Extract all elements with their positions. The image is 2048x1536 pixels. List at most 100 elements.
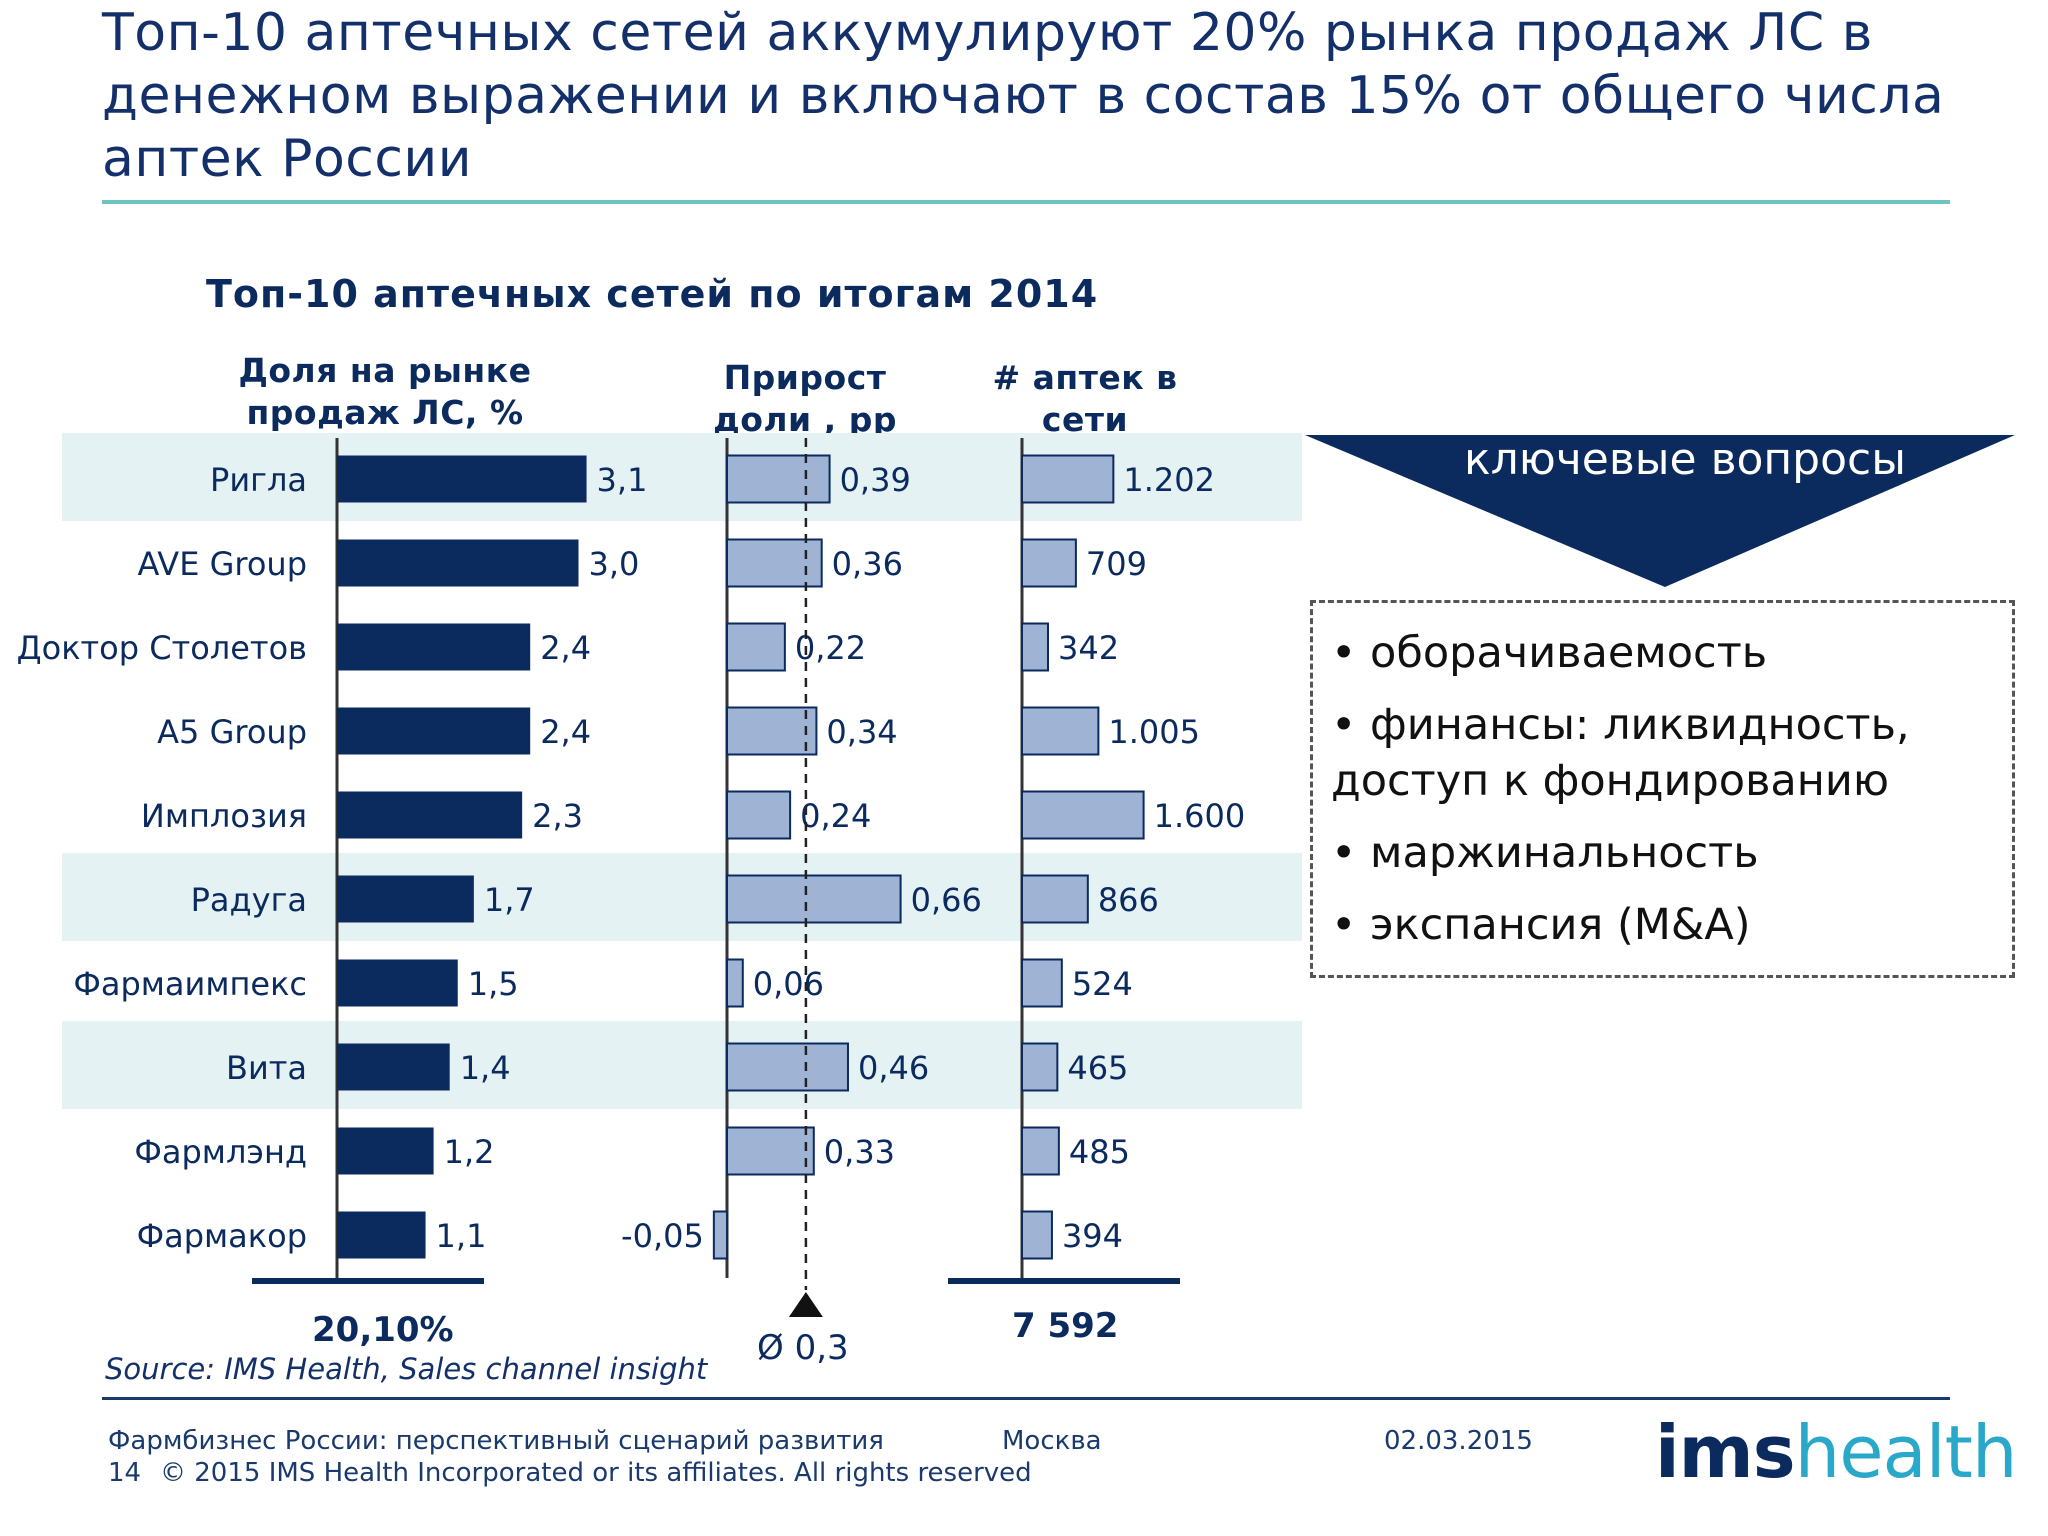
count-bar [1021,874,1089,924]
growth-bar [726,622,786,672]
column-header-growth: Прирост доли , pp [713,358,897,439]
ims-health-logo: imshealth [1655,1410,2018,1494]
key-questions-label: ключевые вопросы [1464,434,1906,485]
key-question-item: • финансы: ликвидность, доступ к фондиро… [1331,700,1910,806]
growth-bar [726,1126,815,1176]
growth-value-label: -0,05 [621,1217,704,1255]
share-value-label: 3,1 [597,461,648,499]
count-value-label: 394 [1062,1217,1123,1255]
share-bar [337,875,474,923]
category-label: Ригла [210,461,307,499]
count-bar [1021,454,1115,504]
share-bar [337,1043,450,1091]
column-header-share: Доля на рынке продаж ЛС, % [238,351,532,432]
share-value-label: 1,7 [484,881,535,919]
count-value-label: 485 [1069,1133,1130,1171]
count-bar [1021,1042,1059,1092]
category-label: Фармакор [137,1217,307,1255]
key-question-item: • экспансия (M&A) [1331,900,1751,950]
category-label: AVE Group [137,545,307,583]
count-value-label: 866 [1098,881,1159,919]
growth-bar [726,874,902,924]
chart-title: Топ-10 аптечных сетей по итогам 2014 [206,272,1099,316]
count-bar [1021,538,1077,588]
growth-bar [712,1210,728,1260]
growth-value-label: 0,34 [826,713,897,751]
growth-bar [726,1042,849,1092]
slide-title: Топ-10 аптечных сетей аккумулируют 20% р… [102,3,1945,189]
count-bar [1021,706,1100,756]
share-bar [337,623,531,671]
logo-ims-text: ims [1655,1410,1796,1494]
row-highlight-band [62,1021,1302,1109]
share-value-label: 1,2 [444,1133,495,1171]
count-bar [1021,1126,1060,1176]
growth-value-label: 0,39 [840,461,911,499]
share-bar [337,1211,426,1259]
share-value-label: 3,0 [589,545,640,583]
column-header-count: # аптек в сети [992,358,1178,439]
category-label: Радуга [191,881,307,919]
share-bar [337,1127,434,1175]
growth-bar [726,454,831,504]
count-value-label: 524 [1072,965,1133,1003]
footer-page-number: 14 [108,1458,142,1488]
summary-share-total: 20,10% [312,1310,454,1350]
key-question-item: • маржинальность [1331,828,1759,878]
logo-health-text: health [1794,1410,2018,1494]
category-label: Доктор Столетов [17,629,307,667]
footer-copyright: © 2015 IMS Health Incorporated or its af… [160,1458,1032,1488]
growth-bar [726,538,823,588]
count-value-label: 1.600 [1154,797,1246,835]
growth-value-label: 0,66 [911,881,982,919]
share-value-label: 1,5 [468,965,519,1003]
source-note: Source: IMS Health, Sales channel insigh… [105,1352,708,1386]
count-total-underline [948,1278,1180,1284]
count-value-label: 465 [1067,1049,1128,1087]
category-label: Фармлэнд [134,1133,307,1171]
category-label: Фармаимпекс [73,965,307,1003]
share-bar [337,959,458,1007]
growth-bar [726,790,792,840]
share-value-label: 1,4 [460,1049,511,1087]
footer-city: Москва [1002,1426,1102,1456]
summary-count-total: 7 592 [1012,1306,1119,1346]
share-value-label: 1,1 [436,1217,487,1255]
key-question-item: • оборачиваемость [1331,628,1768,678]
share-bar [337,455,587,503]
share-value-label: 2,4 [540,713,591,751]
growth-bar [726,706,818,756]
footer-deck-title: Фармбизнес России: перспективный сценари… [108,1426,884,1456]
count-value-label: 342 [1058,629,1119,667]
growth-value-label: 0,36 [832,545,903,583]
category-label: Вита [226,1049,307,1087]
growth-value-label: 0,06 [753,965,824,1003]
count-value-label: 709 [1086,545,1147,583]
title-divider [102,200,1950,204]
count-bar [1021,1210,1053,1260]
row-highlight-band [62,853,1302,941]
growth-value-label: 0,24 [800,797,871,835]
key-questions-triangle [1305,435,2015,587]
share-value-label: 2,4 [540,629,591,667]
key-questions-box: • оборачиваемость • финансы: ликвидность… [1310,600,2015,978]
count-value-label: 1.005 [1108,713,1200,751]
category-label: Имплозия [141,797,307,835]
count-bar [1021,790,1145,840]
growth-bar [726,958,744,1008]
footer-date: 02.03.2015 [1384,1426,1533,1456]
share-value-label: 2,3 [532,797,583,835]
count-bar [1021,622,1049,672]
count-bar [1021,958,1063,1008]
share-total-underline [252,1278,484,1284]
count-value-label: 1.202 [1123,461,1215,499]
growth-value-label: 0,33 [824,1133,895,1171]
category-label: А5 Group [157,713,307,751]
summary-growth-average: Ø 0,3 [757,1328,849,1368]
share-bar [337,791,523,839]
footer-divider [102,1397,1950,1400]
share-bar [337,539,579,587]
growth-average-marker [788,1292,823,1317]
growth-value-label: 0,46 [858,1049,929,1087]
